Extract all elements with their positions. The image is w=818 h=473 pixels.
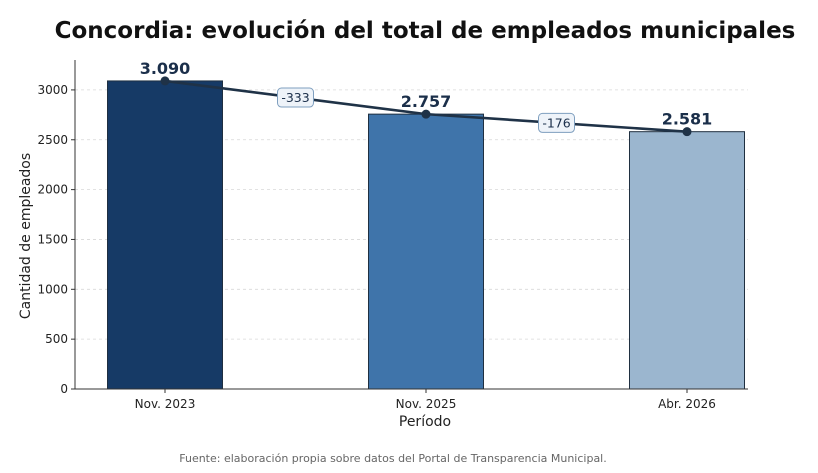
data-labels: 3.090 2.757 2.581 xyxy=(140,59,713,129)
difference-badge-box-1 xyxy=(277,87,314,108)
difference-label-1: -333 xyxy=(281,90,309,105)
data-label-2: 2.757 xyxy=(401,92,452,111)
y-axis-label: Cantidad de empleados xyxy=(18,153,34,319)
bar-3 xyxy=(629,131,745,390)
chart-title: Concordia: evolución del total de emplea… xyxy=(55,18,796,44)
y-ticks: 0 500 1000 1500 2000 2500 3000 xyxy=(37,83,75,396)
trend-point-1 xyxy=(160,76,170,86)
y-tick-label-2000: 2000 xyxy=(37,183,68,197)
difference-badge-box-2 xyxy=(538,112,575,133)
difference-badge-2: -176 xyxy=(538,112,575,133)
x-tick-label-2: Nov. 2025 xyxy=(396,397,457,411)
y-tick-label-1000: 1000 xyxy=(37,282,68,296)
x-axis-label: Período xyxy=(399,414,451,430)
y-tick-label-1500: 1500 xyxy=(37,232,68,246)
difference-label-2: -176 xyxy=(542,115,570,130)
bars xyxy=(107,80,745,390)
data-label-3: 2.581 xyxy=(662,110,713,129)
x-ticks: Nov. 2023 Nov. 2025 Abr. 2026 xyxy=(135,389,716,411)
trend-point-3 xyxy=(682,127,692,137)
x-tick-label-3: Abr. 2026 xyxy=(658,397,716,411)
bar-2 xyxy=(368,113,484,390)
y-tick-label-0: 0 xyxy=(60,382,68,396)
axes xyxy=(74,60,748,390)
source-note: Fuente: elaboración propia sobre datos d… xyxy=(179,452,607,465)
y-tick-label-500: 500 xyxy=(45,332,68,346)
trend-point-2 xyxy=(421,109,431,119)
bar-1 xyxy=(107,80,223,390)
difference-labels: -333 -176 xyxy=(277,87,575,133)
y-tick-label-2500: 2500 xyxy=(37,133,68,147)
difference-badge-1: -333 xyxy=(277,87,314,108)
data-label-1: 3.090 xyxy=(140,59,191,78)
x-tick-label-1: Nov. 2023 xyxy=(135,397,196,411)
trend-line xyxy=(160,76,692,137)
y-tick-label-3000: 3000 xyxy=(37,83,68,97)
